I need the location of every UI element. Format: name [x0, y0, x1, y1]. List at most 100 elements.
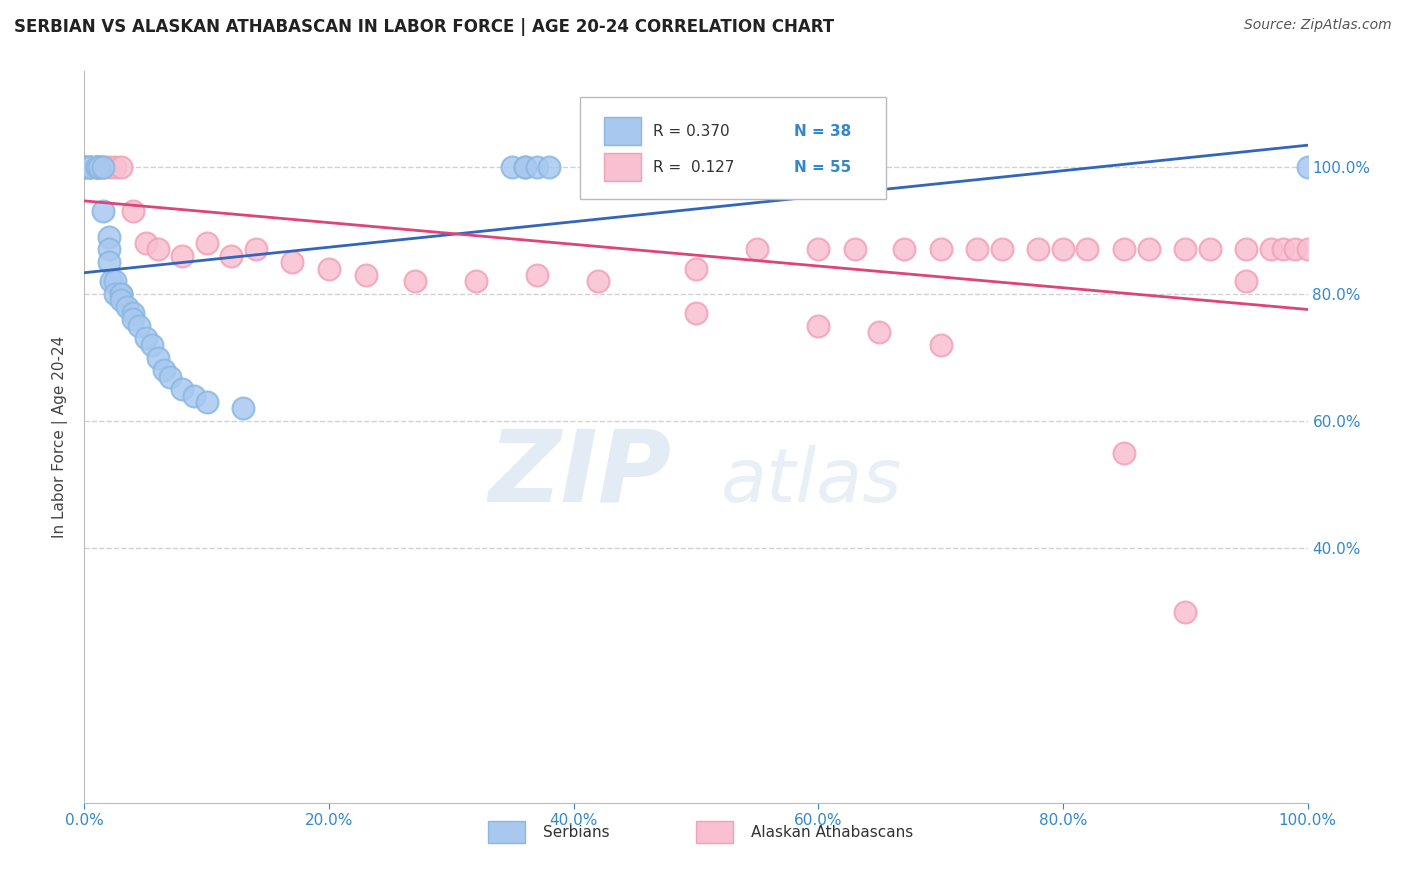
Point: [526, 160, 548, 174]
Point: [1236, 274, 1258, 288]
Point: [91, 160, 114, 174]
Point: [869, 325, 891, 339]
Point: [966, 243, 988, 257]
Point: [86, 160, 108, 174]
Point: [97, 229, 120, 244]
Point: [1198, 243, 1220, 257]
Point: [110, 293, 132, 308]
Text: Alaskan Athabascans: Alaskan Athabascans: [751, 824, 914, 839]
Point: [281, 255, 304, 269]
Point: [141, 338, 163, 352]
Text: Source: ZipAtlas.com: Source: ZipAtlas.com: [1244, 18, 1392, 32]
Point: [1296, 243, 1319, 257]
Point: [104, 274, 127, 288]
Point: [135, 236, 157, 251]
Point: [929, 338, 952, 352]
Point: [1114, 243, 1136, 257]
FancyBboxPatch shape: [696, 821, 733, 843]
Point: [73, 160, 96, 174]
Point: [115, 300, 138, 314]
Point: [1296, 160, 1319, 174]
Point: [1284, 243, 1306, 257]
Point: [685, 306, 707, 320]
Point: [195, 395, 218, 409]
Point: [991, 243, 1014, 257]
Point: [146, 243, 169, 257]
Point: [232, 401, 254, 416]
FancyBboxPatch shape: [605, 153, 641, 181]
Point: [526, 268, 548, 282]
Point: [172, 383, 194, 397]
Point: [104, 160, 127, 174]
Point: [100, 274, 122, 288]
Point: [73, 160, 96, 174]
Point: [86, 160, 108, 174]
Point: [110, 287, 132, 301]
Point: [1137, 243, 1160, 257]
Point: [79, 160, 101, 174]
Point: [586, 274, 609, 288]
Text: N = 55: N = 55: [794, 161, 851, 176]
Point: [844, 243, 866, 257]
Point: [73, 160, 96, 174]
Point: [97, 160, 120, 174]
Point: [110, 287, 132, 301]
FancyBboxPatch shape: [605, 117, 641, 145]
Point: [172, 249, 194, 263]
FancyBboxPatch shape: [579, 97, 886, 200]
Point: [807, 243, 830, 257]
Text: R = 0.370: R = 0.370: [654, 124, 730, 139]
Point: [146, 351, 169, 365]
Point: [464, 274, 486, 288]
Point: [91, 160, 114, 174]
Point: [159, 369, 181, 384]
Point: [79, 160, 101, 174]
Point: [318, 261, 340, 276]
Point: [122, 204, 145, 219]
Point: [1174, 243, 1197, 257]
Point: [104, 287, 127, 301]
Point: [1174, 605, 1197, 619]
Point: [153, 363, 176, 377]
Point: [513, 160, 536, 174]
Text: SERBIAN VS ALASKAN ATHABASCAN IN LABOR FORCE | AGE 20-24 CORRELATION CHART: SERBIAN VS ALASKAN ATHABASCAN IN LABOR F…: [14, 18, 834, 36]
Point: [79, 160, 101, 174]
Point: [73, 160, 96, 174]
Point: [538, 160, 561, 174]
Point: [73, 160, 96, 174]
Point: [195, 236, 218, 251]
Point: [86, 160, 108, 174]
Point: [87, 160, 110, 174]
Y-axis label: In Labor Force | Age 20-24: In Labor Force | Age 20-24: [52, 336, 69, 538]
Text: R =  0.127: R = 0.127: [654, 161, 734, 176]
Point: [513, 160, 536, 174]
Text: Serbians: Serbians: [543, 824, 610, 839]
Point: [1114, 446, 1136, 460]
Text: atlas: atlas: [720, 445, 901, 517]
Point: [135, 331, 157, 345]
Text: N = 38: N = 38: [794, 124, 851, 139]
Point: [97, 255, 120, 269]
Point: [893, 243, 915, 257]
Point: [1028, 243, 1050, 257]
Point: [86, 160, 108, 174]
Point: [1272, 243, 1295, 257]
Point: [91, 160, 114, 174]
Point: [807, 318, 830, 333]
Point: [1236, 243, 1258, 257]
Point: [122, 312, 145, 326]
Point: [1076, 243, 1098, 257]
Text: ZIP: ZIP: [488, 425, 672, 522]
Point: [747, 243, 769, 257]
Point: [502, 160, 524, 174]
Point: [128, 318, 150, 333]
Point: [245, 243, 267, 257]
Point: [219, 249, 242, 263]
Point: [1260, 243, 1282, 257]
Point: [354, 268, 377, 282]
Point: [685, 261, 707, 276]
Point: [122, 306, 145, 320]
Point: [87, 160, 110, 174]
Point: [110, 160, 132, 174]
Point: [79, 160, 101, 174]
